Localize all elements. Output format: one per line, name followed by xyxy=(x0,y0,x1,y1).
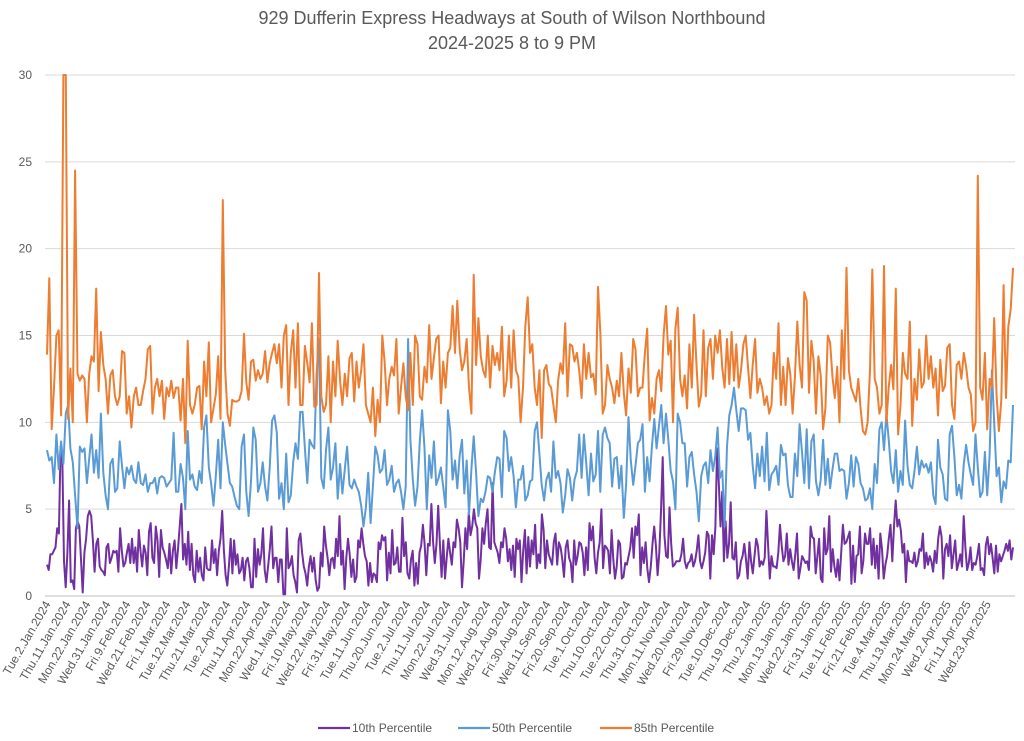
chart-title: 929 Dufferin Express Headways at South o… xyxy=(259,8,766,28)
y-tick-label: 10 xyxy=(19,415,33,429)
legend-label: 10th Percentile xyxy=(352,721,432,735)
y-tick-label: 25 xyxy=(19,155,33,169)
legend-label: 85th Percentile xyxy=(634,721,714,735)
series-lines xyxy=(46,74,1014,596)
chart-subtitle: 2024-2025 8 to 9 PM xyxy=(428,33,596,53)
legend: 10th Percentile 50th Percentile 85th Perce… xyxy=(318,721,714,735)
legend-label: 50th Percentile xyxy=(492,721,572,735)
y-tick-label: 0 xyxy=(25,589,32,603)
y-tick-label: 15 xyxy=(19,329,33,343)
y-tick-label: 30 xyxy=(19,68,33,82)
y-tick-label: 20 xyxy=(19,242,33,256)
series-line-50th xyxy=(46,338,1014,530)
y-tick-label: 5 xyxy=(25,502,32,516)
series-line-85th xyxy=(46,74,1014,445)
y-axis-ticks: 0 5 10 15 20 25 30 xyxy=(19,68,33,603)
series-line-10th xyxy=(46,445,1014,596)
x-axis-ticks: Tue.2.Jan.2024Thu.11.Jan.2024Mon.22.Jan.… xyxy=(0,598,994,689)
